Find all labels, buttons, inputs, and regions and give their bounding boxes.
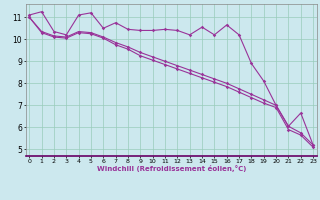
X-axis label: Windchill (Refroidissement éolien,°C): Windchill (Refroidissement éolien,°C) xyxy=(97,165,246,172)
